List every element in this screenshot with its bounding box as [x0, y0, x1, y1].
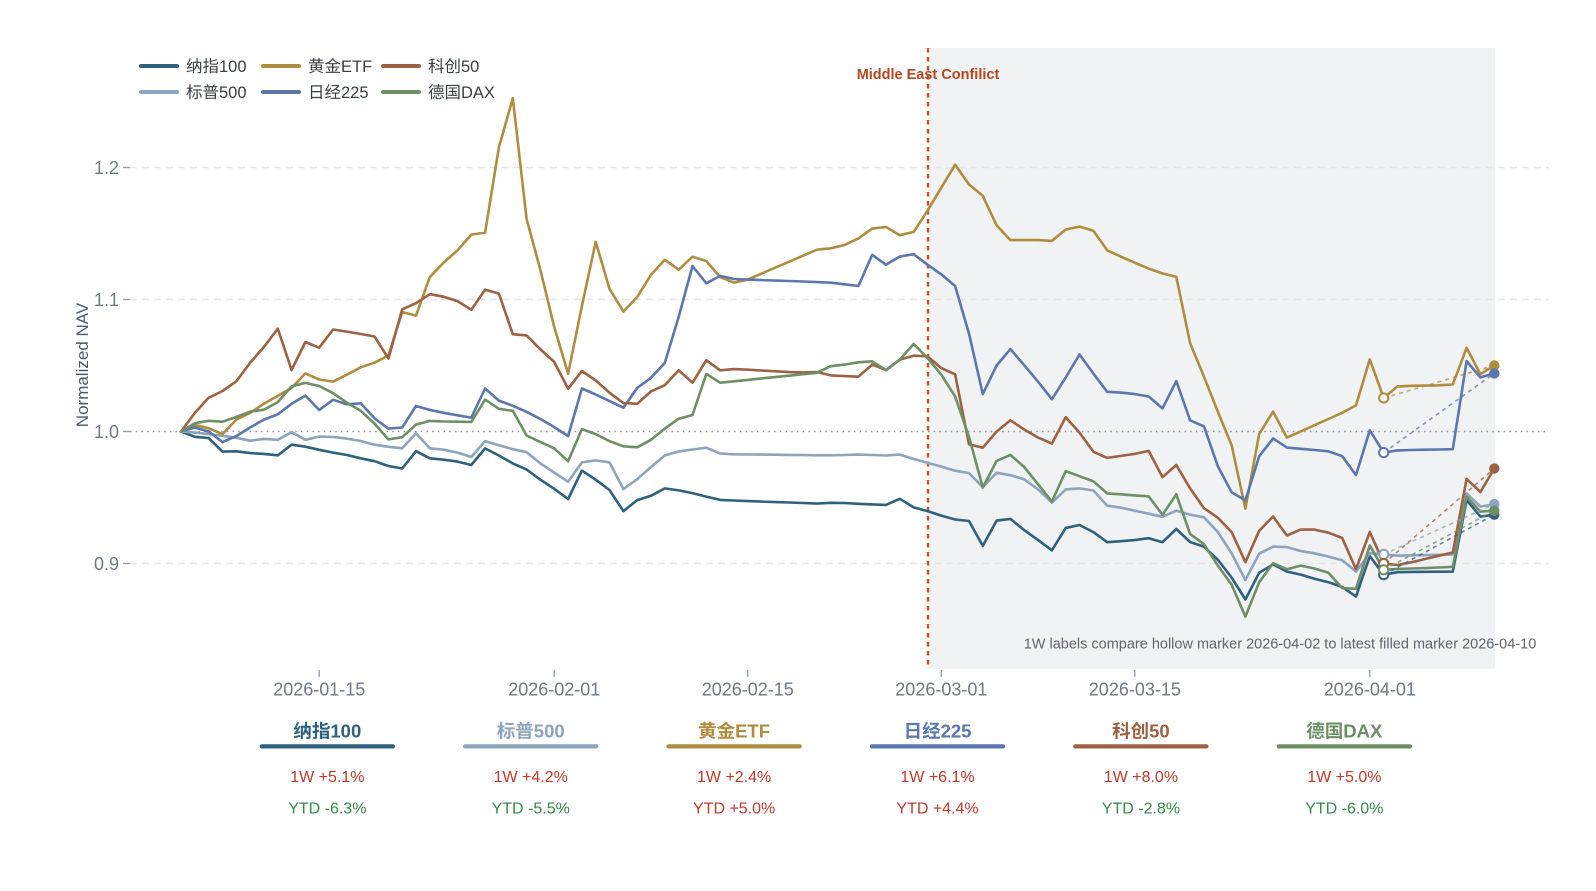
svg-text:1W +2.4%: 1W +2.4%: [697, 769, 771, 786]
svg-text:YTD -6.3%: YTD -6.3%: [288, 801, 366, 818]
svg-text:1W +5.0%: 1W +5.0%: [1307, 769, 1381, 786]
svg-text:ETF: ETF: [735, 721, 770, 742]
svg-text:YTD +5.0%: YTD +5.0%: [693, 801, 775, 818]
svg-text:225: 225: [341, 84, 369, 102]
svg-text:YTD -6.0%: YTD -6.0%: [1305, 801, 1383, 818]
svg-text:DAX: DAX: [461, 84, 495, 102]
svg-text:50: 50: [1149, 721, 1170, 742]
svg-text:DAX: DAX: [1343, 721, 1383, 742]
svg-text:225: 225: [941, 721, 972, 742]
svg-text:50: 50: [461, 58, 479, 76]
svg-text:2026-04-01: 2026-04-01: [1324, 680, 1416, 700]
svg-text:1W +4.2%: 1W +4.2%: [494, 769, 568, 786]
svg-text:YTD -2.8%: YTD -2.8%: [1102, 801, 1180, 818]
svg-text:2026-02-01: 2026-02-01: [508, 680, 600, 700]
svg-text:Middle East Confilict: Middle East Confilict: [857, 67, 1000, 83]
svg-text:2026-01-15: 2026-01-15: [273, 680, 365, 700]
svg-text:1.0: 1.0: [94, 422, 119, 442]
svg-text:1.1: 1.1: [94, 290, 119, 310]
svg-text:1W +5.1%: 1W +5.1%: [290, 769, 364, 786]
svg-text:0.9: 0.9: [94, 554, 119, 574]
svg-text:100: 100: [219, 58, 247, 76]
svg-text:500: 500: [219, 84, 247, 102]
svg-text:ETF: ETF: [341, 58, 372, 76]
svg-text:2026-03-15: 2026-03-15: [1089, 680, 1181, 700]
svg-text:100: 100: [330, 721, 361, 742]
svg-text:1.2: 1.2: [94, 158, 119, 178]
svg-text:2026-03-01: 2026-03-01: [895, 680, 987, 700]
svg-text:1W labels compare hollow marke: 1W labels compare hollow marker 2026-04-…: [1024, 637, 1537, 653]
svg-text:500: 500: [534, 721, 565, 742]
svg-text:1W +6.1%: 1W +6.1%: [900, 769, 974, 786]
svg-text:YTD -5.5%: YTD -5.5%: [492, 801, 570, 818]
svg-text:2026-02-15: 2026-02-15: [702, 680, 794, 700]
svg-text:1W +8.0%: 1W +8.0%: [1104, 769, 1178, 786]
svg-text:YTD +4.4%: YTD +4.4%: [896, 801, 978, 818]
svg-text:Normalized NAV: Normalized NAV: [73, 302, 92, 427]
